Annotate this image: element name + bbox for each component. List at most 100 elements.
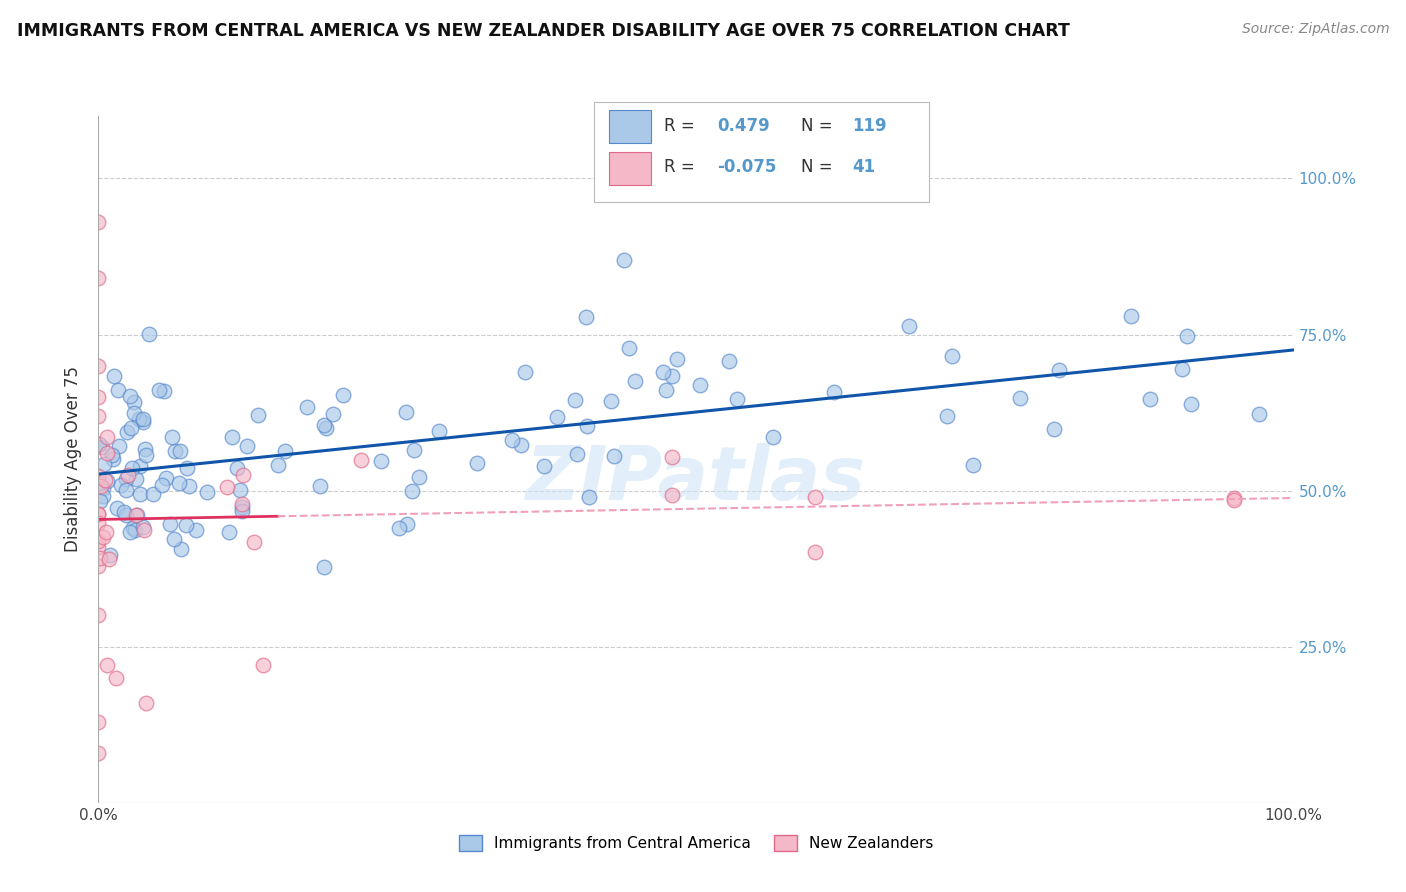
Point [93, 457, 115, 471]
Point [322, 407, 344, 421]
Point [652, 365, 675, 379]
Y-axis label: Disability Age Over 75: Disability Age Over 75 [65, 367, 83, 552]
Point [165, 444, 187, 458]
Point [465, 456, 488, 470]
Point [87, 746, 110, 760]
Legend: Immigrants from Central America, New Zealanders: Immigrants from Central America, New Zea… [453, 829, 939, 857]
Point [613, 252, 636, 267]
Point [90, 479, 112, 493]
Point [96, 658, 118, 673]
Point [231, 497, 253, 511]
Point [221, 430, 243, 444]
Point [388, 520, 411, 534]
Point [125, 508, 148, 522]
Point [314, 417, 336, 432]
Point [91, 530, 114, 544]
Point [120, 524, 142, 539]
Point [936, 409, 959, 423]
Point [624, 374, 647, 388]
Point [804, 490, 827, 504]
Point [546, 410, 568, 425]
Point [565, 447, 588, 461]
Point [1223, 492, 1246, 507]
Point [266, 458, 288, 472]
Text: N =: N = [801, 159, 832, 177]
Point [273, 443, 295, 458]
FancyBboxPatch shape [609, 152, 651, 185]
Point [252, 658, 274, 673]
Point [236, 439, 259, 453]
Point [661, 488, 683, 502]
Point [174, 518, 197, 533]
Point [128, 412, 150, 426]
Point [135, 449, 157, 463]
Point [661, 450, 683, 465]
Point [761, 430, 783, 444]
Point [1119, 309, 1142, 323]
Point [578, 490, 600, 504]
Point [87, 215, 110, 229]
Point [308, 479, 330, 493]
Point [87, 516, 110, 531]
Point [599, 393, 621, 408]
Point [129, 458, 152, 473]
Point [89, 494, 111, 508]
Point [87, 359, 110, 373]
Point [96, 446, 118, 460]
Text: R =: R = [664, 159, 700, 177]
Point [115, 483, 138, 498]
Point [898, 319, 921, 334]
Point [94, 524, 117, 539]
Point [395, 405, 418, 419]
Point [162, 430, 184, 444]
Point [1139, 392, 1161, 406]
Point [124, 405, 146, 419]
Point [132, 523, 155, 537]
Point [232, 467, 254, 482]
Point [107, 383, 129, 397]
Point [110, 478, 132, 492]
Point [121, 461, 143, 475]
Point [124, 394, 146, 409]
Point [396, 516, 419, 531]
Text: ZIPatlas: ZIPatlas [526, 443, 866, 516]
Point [666, 352, 689, 367]
Point [91, 440, 114, 454]
Text: Source: ZipAtlas.com: Source: ZipAtlas.com [1241, 22, 1389, 37]
Point [152, 478, 174, 492]
Text: 119: 119 [852, 117, 887, 136]
Point [564, 392, 586, 407]
Text: N =: N = [801, 117, 832, 136]
Point [962, 458, 984, 472]
Point [115, 508, 138, 522]
Point [1170, 362, 1192, 376]
Point [120, 389, 142, 403]
Text: R =: R = [664, 117, 700, 136]
Point [515, 365, 537, 379]
FancyBboxPatch shape [609, 111, 651, 144]
Point [87, 558, 110, 573]
Point [350, 453, 373, 467]
Point [427, 424, 450, 438]
Point [153, 384, 176, 398]
Point [87, 390, 110, 404]
Point [402, 442, 425, 457]
Point [1175, 329, 1198, 343]
Point [295, 400, 318, 414]
Point [176, 461, 198, 475]
Point [1043, 421, 1066, 435]
Point [661, 369, 683, 384]
Point [1047, 363, 1070, 377]
Point [603, 450, 626, 464]
Point [114, 472, 136, 486]
Point [1223, 491, 1246, 505]
Point [96, 474, 118, 488]
Point [231, 504, 253, 518]
Point [941, 349, 963, 363]
Point [315, 421, 337, 435]
Point [132, 412, 155, 426]
Point [159, 517, 181, 532]
Point [1008, 391, 1031, 405]
Text: -0.075: -0.075 [717, 159, 778, 177]
Point [124, 523, 146, 537]
